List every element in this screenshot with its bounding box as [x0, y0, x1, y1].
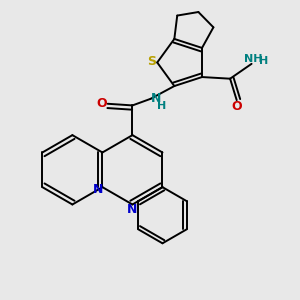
Text: O: O [96, 97, 107, 110]
Text: N: N [152, 92, 162, 105]
Text: N: N [93, 183, 103, 196]
Text: H: H [260, 56, 269, 66]
Text: NH: NH [244, 53, 262, 64]
Text: O: O [231, 100, 242, 112]
Text: S: S [147, 55, 156, 68]
Text: N: N [127, 203, 138, 216]
Text: H: H [157, 101, 166, 111]
